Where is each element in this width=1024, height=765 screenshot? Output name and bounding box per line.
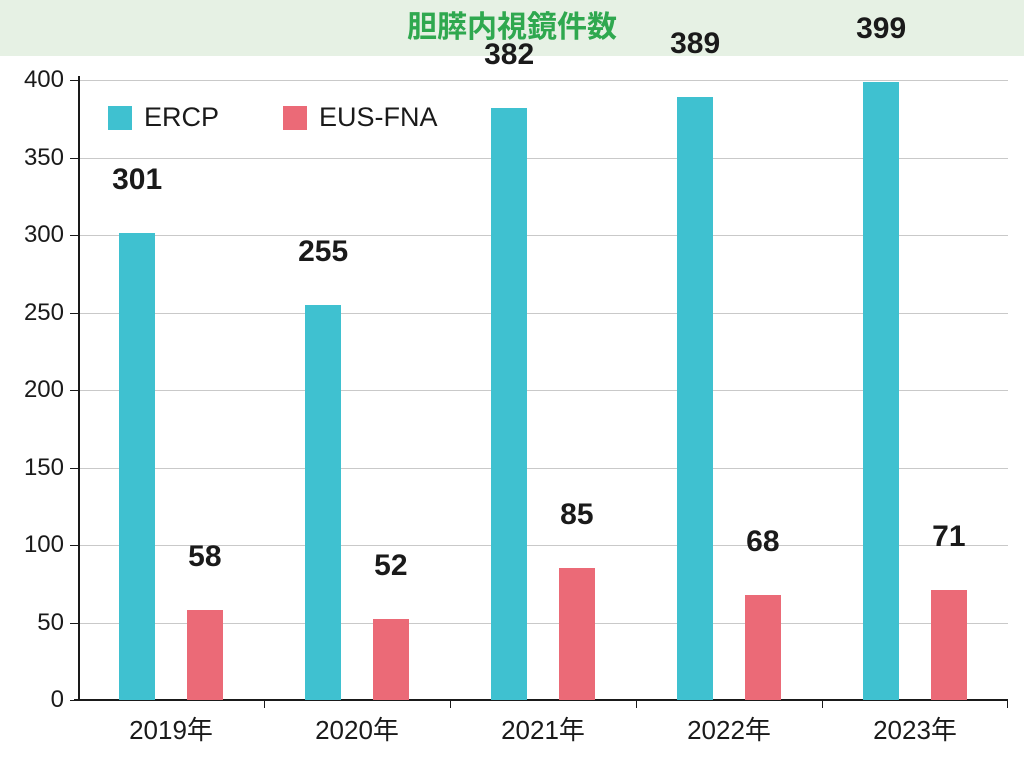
y-tick-label: 150 [24, 454, 64, 482]
x-tick [450, 700, 451, 708]
x-tick [264, 700, 265, 708]
x-tick-label: 2023年 [873, 710, 957, 747]
bar [305, 305, 341, 700]
y-tick-label: 100 [24, 531, 64, 559]
bar [677, 97, 713, 700]
plot-area: 050100150200250300350400301582019年255522… [78, 80, 1008, 700]
legend-label: ERCP [144, 102, 219, 133]
bar-value-label: 382 [484, 38, 534, 72]
y-axis [78, 76, 80, 700]
x-tick-label: 2020年 [315, 710, 399, 747]
legend-swatch [108, 106, 132, 130]
bar [745, 595, 781, 700]
x-tick-label: 2019年 [129, 710, 213, 747]
y-tick-label: 50 [37, 609, 64, 637]
bar [187, 610, 223, 700]
y-tick-label: 400 [24, 66, 64, 94]
y-tick [70, 235, 78, 236]
y-tick [70, 545, 78, 546]
y-tick [70, 313, 78, 314]
y-tick-label: 200 [24, 376, 64, 404]
legend-swatch [283, 106, 307, 130]
bar [491, 108, 527, 700]
legend-label: EUS-FNA [319, 102, 438, 133]
x-tick-label: 2021年 [501, 710, 585, 747]
y-tick-label: 0 [51, 686, 64, 714]
x-tick [1007, 700, 1008, 708]
y-tick-label: 300 [24, 221, 64, 249]
y-tick [70, 80, 78, 81]
bar [119, 233, 155, 700]
y-tick-label: 350 [24, 144, 64, 172]
bar-value-label: 71 [932, 520, 965, 554]
bar-value-label: 301 [112, 163, 162, 197]
bar [931, 590, 967, 700]
bar [373, 619, 409, 700]
bar-value-label: 389 [670, 27, 720, 61]
bar-value-label: 255 [298, 235, 348, 269]
y-tick [70, 623, 78, 624]
x-tick-label: 2022年 [687, 710, 771, 747]
legend: ERCP EUS-FNA [108, 102, 438, 133]
bar [559, 568, 595, 700]
bar-value-label: 52 [374, 549, 407, 583]
y-tick [70, 390, 78, 391]
bar-value-label: 399 [856, 12, 906, 46]
bar [863, 82, 899, 700]
bar-value-label: 58 [188, 540, 221, 574]
x-tick [822, 700, 823, 708]
y-tick-label: 250 [24, 299, 64, 327]
bar-value-label: 68 [746, 525, 779, 559]
legend-item: ERCP [108, 102, 219, 133]
y-tick [70, 158, 78, 159]
legend-item: EUS-FNA [283, 102, 438, 133]
chart-area: 0 50 100 150 200 250 300 350 400 301 58 2019年 255 52 2… [0, 56, 1024, 765]
x-tick [636, 700, 637, 708]
bar-value-label: 85 [560, 498, 593, 532]
y-tick [70, 468, 78, 469]
